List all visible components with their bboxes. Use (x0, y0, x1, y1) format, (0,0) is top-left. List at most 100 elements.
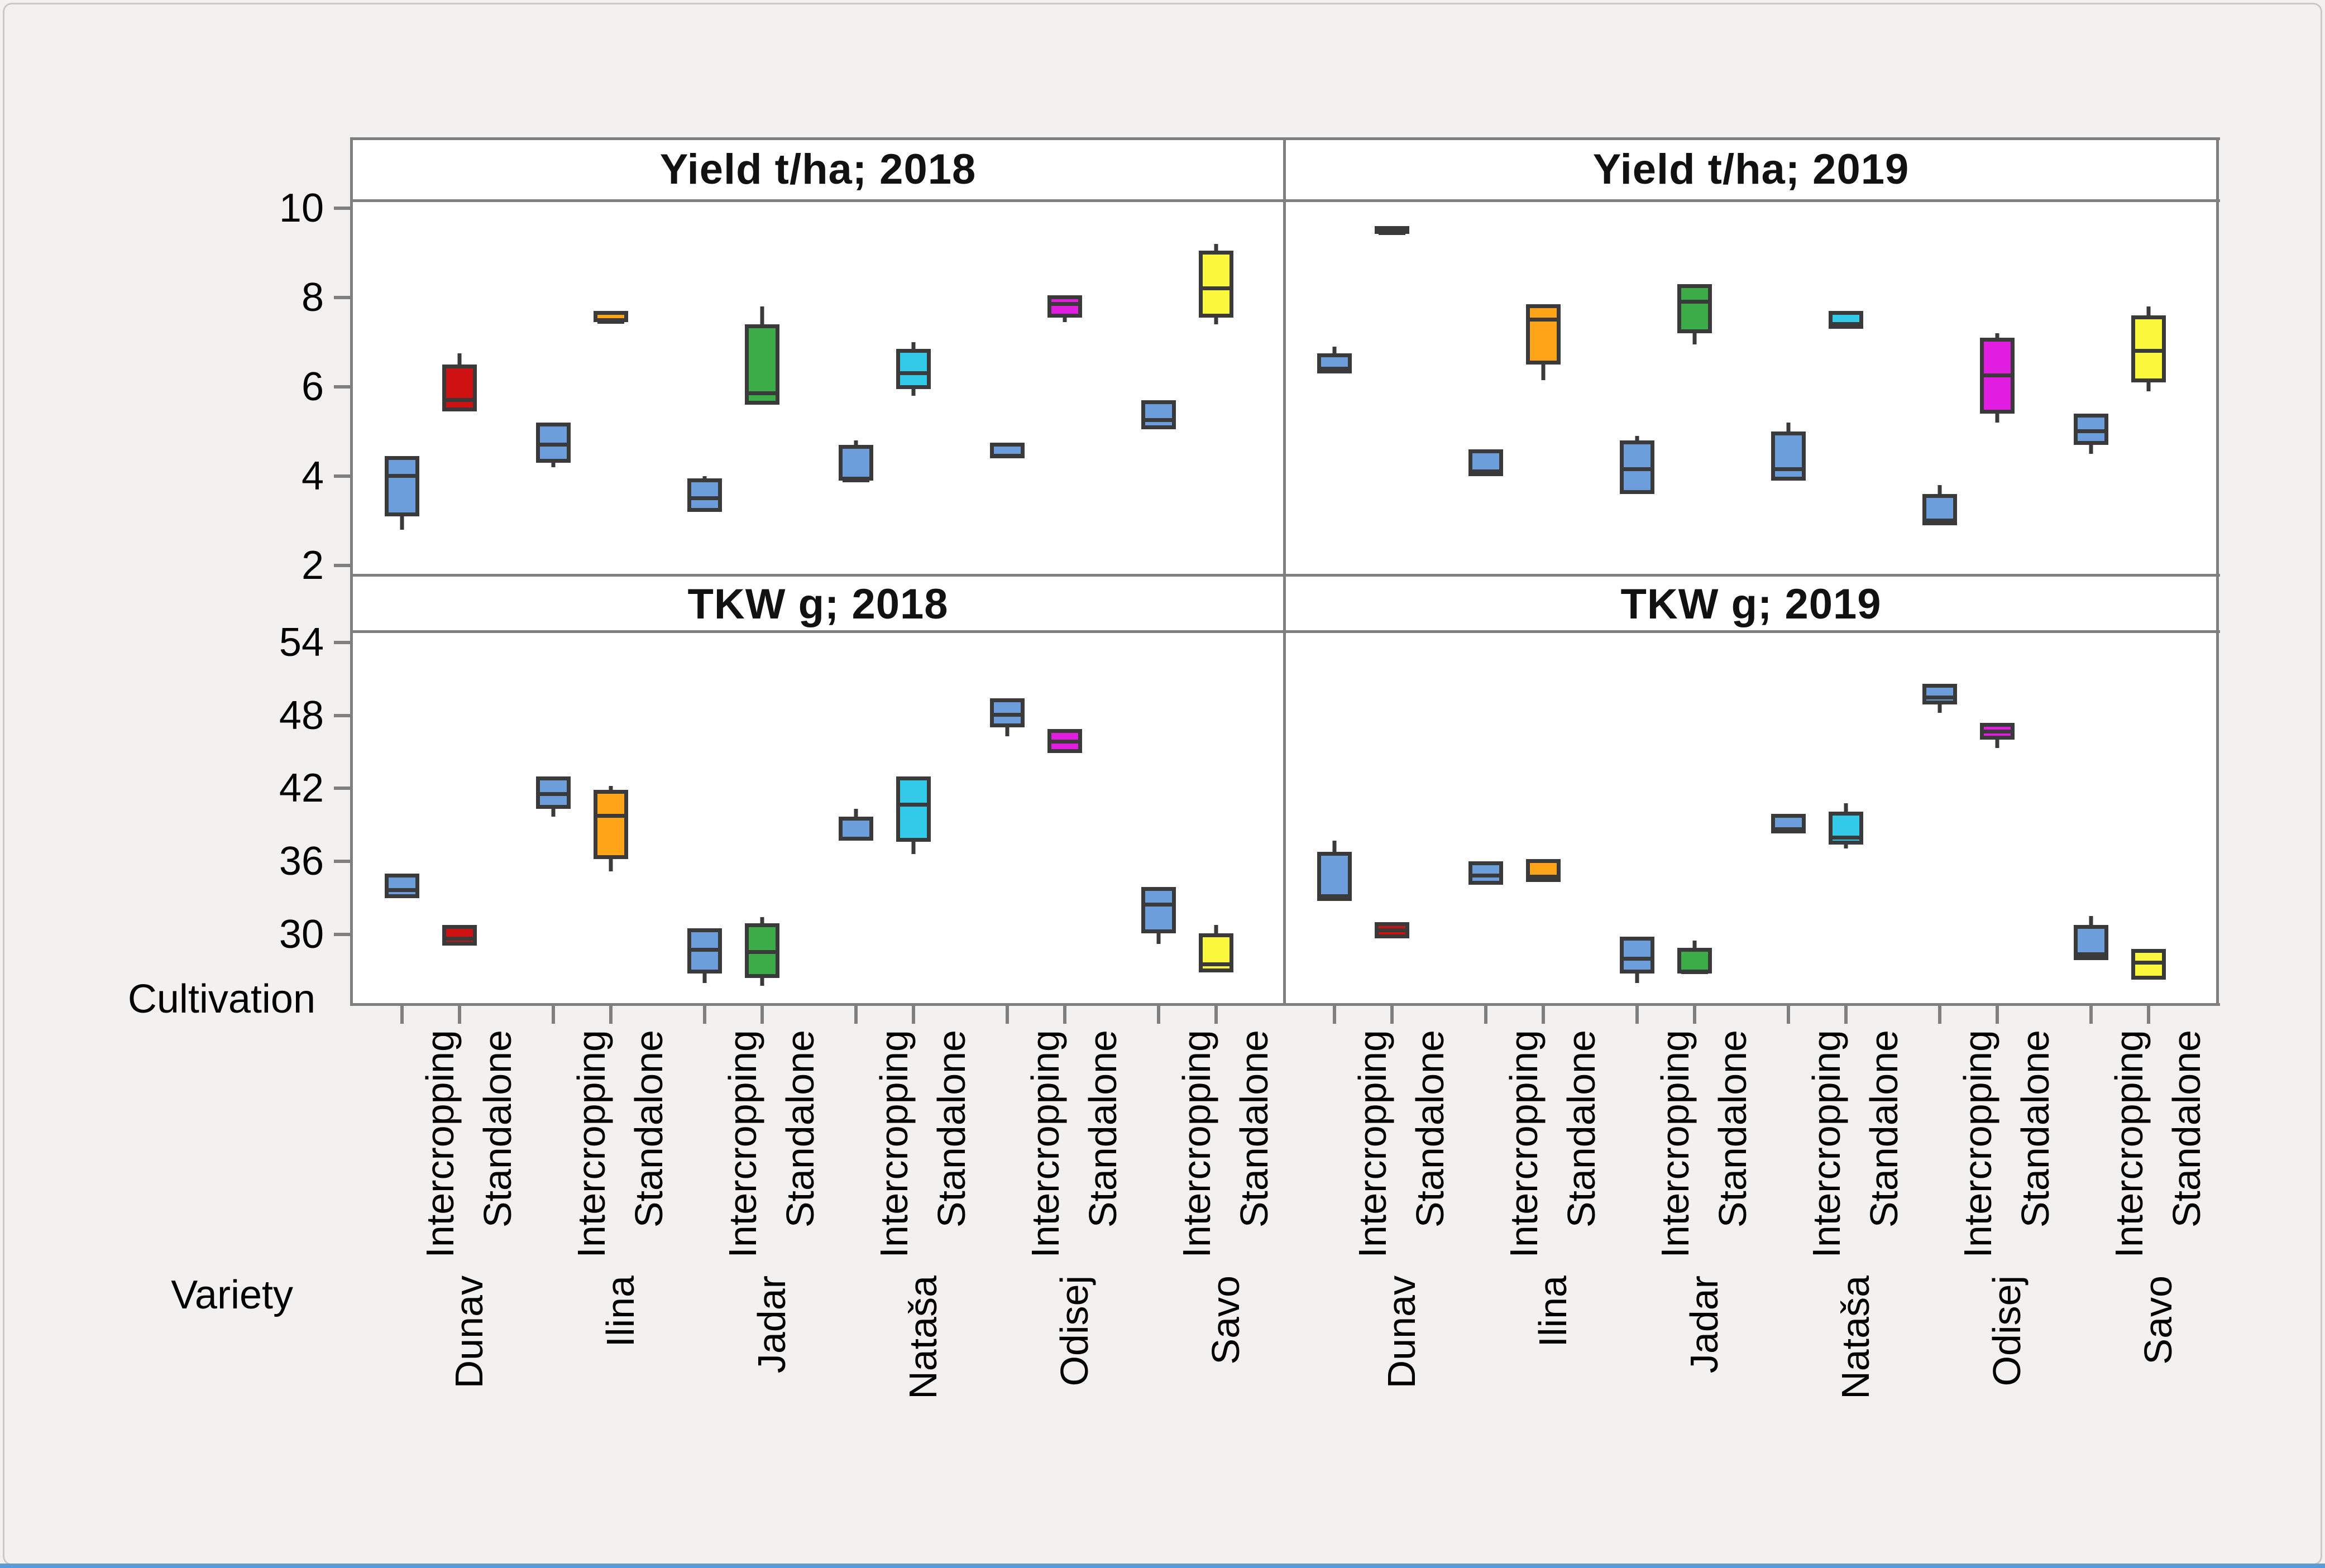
median-line (843, 837, 869, 841)
x-tick (1844, 1006, 1848, 1024)
whisker-upper (854, 809, 858, 817)
median-line (1379, 231, 1405, 235)
median-line (1321, 367, 1348, 371)
x-tick (1996, 1006, 1999, 1024)
median-line (2078, 952, 2104, 957)
x-tick (458, 1006, 461, 1024)
boxplot-box-Dunav-Intercropping (1317, 353, 1352, 373)
frame-line-under-title-row2 (352, 630, 2220, 633)
boxplot-box-Dunav-Standalone (442, 365, 477, 411)
bottom-accent-bar (0, 1564, 2325, 1568)
median-line (1681, 300, 1708, 304)
x-tick (1635, 1006, 1639, 1024)
boxplot-box-Odisej-Intercropping (1922, 494, 1957, 525)
y-tick (334, 860, 352, 864)
cultivation-label-text: Standalone (1711, 1030, 1754, 1228)
whisker-lower (609, 859, 613, 871)
frame-line-right (2216, 137, 2219, 1006)
median-line (1051, 302, 1078, 306)
whisker-upper (457, 353, 462, 365)
x-tick (1157, 1006, 1160, 1024)
boxplot-box-Savo-Intercropping (1141, 400, 1176, 429)
whisker-upper (1995, 333, 1999, 338)
frame-line-bottom (352, 1003, 2220, 1006)
boxplot-box-Dunav-Standalone (442, 924, 477, 946)
frame-line-center (1283, 137, 1286, 1006)
median-line (2135, 349, 2162, 353)
boxplot-box-Ilina-Standalone (594, 311, 628, 324)
cultivation-label-text: Standalone (627, 1030, 671, 1228)
y-tick (334, 385, 352, 389)
median-line (389, 474, 415, 478)
y-tick-label: 54 (279, 620, 324, 665)
boxplot-box-Jadar-Intercropping (687, 928, 722, 974)
whisker-upper (1692, 940, 1697, 948)
cultivation-label-text: Standalone (1559, 1030, 1603, 1228)
boxplot-box-Nataša-Intercropping (839, 816, 873, 841)
whisker-upper (760, 917, 764, 924)
median-line (1833, 322, 1859, 326)
boxplot-box-Jadar-Standalone (1677, 284, 1712, 333)
cultivation-label-text: Standalone (476, 1030, 519, 1228)
cultivation-label-text: Intercropping (418, 1030, 462, 1258)
boxplot-box-Jadar-Standalone (745, 324, 779, 405)
median-line (1530, 318, 1557, 322)
boxplot-box-Dunav-Standalone (1375, 226, 1409, 235)
boxplot-box-Odisej-Standalone (1980, 338, 2015, 414)
whisker-upper (1635, 436, 1639, 440)
boxplot-box-Savo-Intercropping (2074, 414, 2108, 445)
whisker-lower (1995, 414, 1999, 423)
panel-tkw-2019 (1284, 632, 2218, 1005)
boxplot-box-Odisej-Standalone (1047, 295, 1082, 318)
cultivation-label-text: Intercropping (1805, 1030, 1848, 1258)
median-line (900, 803, 927, 807)
title-strip-yield-2018: Yield t/ha; 2018 (352, 137, 1284, 202)
whisker-lower (1995, 740, 1999, 749)
x-tick (1693, 1006, 1696, 1024)
variety-label-text: Dunav (447, 1276, 491, 1389)
median-line (1145, 902, 1172, 907)
boxplot-box-Ilina-Intercropping (1468, 861, 1503, 885)
whisker-lower (551, 809, 556, 817)
whisker-lower (911, 389, 916, 396)
y-tick-label: 6 (301, 365, 324, 409)
boxplot-box-Savo-Intercropping (1141, 886, 1176, 933)
median-line (1203, 962, 1230, 966)
median-line (1984, 373, 2011, 377)
median-line (994, 712, 1021, 717)
boxplot-box-Dunav-Standalone (1375, 922, 1409, 938)
variety-label-text: Savo (1203, 1276, 1247, 1365)
whisker-lower (2146, 382, 2151, 391)
x-tick (760, 1006, 764, 1024)
median-line (749, 950, 776, 954)
whisker-upper (760, 306, 764, 324)
median-line (1984, 730, 2011, 734)
y-tick-label: 8 (301, 275, 324, 320)
cultivation-label-text: Standalone (2013, 1030, 2057, 1228)
whisker-lower (2089, 445, 2093, 454)
panel-tkw-2018 (352, 632, 1284, 1005)
whisker-upper (1786, 423, 1791, 431)
boxplot-box-Nataša-Standalone (1829, 811, 1863, 845)
median-line (1926, 519, 1953, 522)
x-tick (1542, 1006, 1545, 1024)
panel-title: Yield t/ha; 2018 (659, 146, 977, 193)
x-tick (552, 1006, 555, 1024)
boxplot-box-Odisej-Intercropping (990, 443, 1025, 458)
y-tick (334, 787, 352, 790)
x-tick (1390, 1006, 1394, 1024)
x-tick (912, 1006, 915, 1024)
y-tick (334, 564, 352, 567)
variety-label-text: Dunav (1379, 1276, 1423, 1389)
y-tick (334, 933, 352, 936)
title-strip-tkw-2018: TKW g; 2018 (352, 576, 1284, 632)
median-line (1775, 467, 1802, 471)
whisker-lower (1063, 318, 1067, 322)
median-line (540, 443, 567, 447)
x-tick (1787, 1006, 1790, 1024)
whisker-upper (702, 476, 707, 478)
median-line (994, 454, 1021, 458)
whisker-upper (1332, 347, 1337, 353)
boxplot-box-Jadar-Standalone (745, 923, 779, 979)
